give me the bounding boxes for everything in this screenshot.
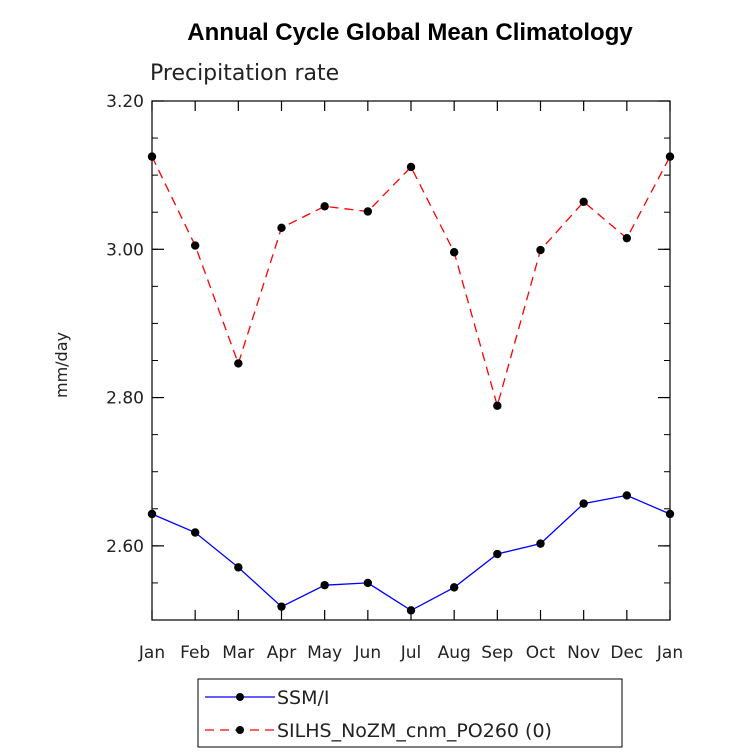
data-point-series-0 xyxy=(579,499,588,508)
data-point-series-0 xyxy=(665,509,675,519)
legend: SSM/I SILHS_NoZM_cnm_PO260 (0) xyxy=(197,678,623,748)
legend-label-ssmi: SSM/I xyxy=(277,687,330,709)
data-point-series-1 xyxy=(449,248,459,257)
legend-box xyxy=(197,678,623,748)
x-tick-label: Nov xyxy=(567,643,600,663)
data-point-series-0 xyxy=(320,580,329,590)
data-point-series-1 xyxy=(493,401,502,410)
legend-marker-ssmi xyxy=(236,693,244,701)
y-tick-label: 2.80 xyxy=(106,389,144,409)
y-tick-label: 3.20 xyxy=(106,92,144,112)
chart-title: Annual Cycle Global Mean Climatology xyxy=(187,19,633,46)
data-point-series-1 xyxy=(363,207,373,216)
data-point-series-0 xyxy=(406,606,416,615)
legend-label-silhs: SILHS_NoZM_cnm_PO260 (0) xyxy=(277,720,552,742)
x-tick-label: Feb xyxy=(180,643,210,663)
chart-subtitle: Precipitation rate xyxy=(150,61,339,86)
data-point-series-0 xyxy=(493,549,502,559)
data-point-series-1 xyxy=(234,359,243,368)
x-tick-label: Oct xyxy=(526,643,556,663)
data-point-series-0 xyxy=(622,491,632,500)
series-layer xyxy=(147,152,675,615)
x-tick-label: Jan xyxy=(656,643,683,663)
series-line-0 xyxy=(151,494,671,612)
data-point-series-0 xyxy=(536,539,545,548)
data-point-series-1 xyxy=(536,245,545,255)
x-tick-label: Jun xyxy=(354,643,382,663)
series-line-1 xyxy=(151,156,671,409)
x-tick-label: Aug xyxy=(438,643,471,663)
data-point-series-1 xyxy=(190,241,200,250)
data-point-series-1 xyxy=(406,162,416,172)
data-point-series-0 xyxy=(277,602,286,611)
data-point-series-1 xyxy=(277,223,286,232)
data-point-series-1 xyxy=(622,233,632,243)
plot-frame xyxy=(151,100,671,621)
x-tick-label: Jan xyxy=(138,643,165,663)
data-point-series-0 xyxy=(190,528,200,537)
y-axis-label: mm/day xyxy=(52,332,71,398)
x-tick-label: Mar xyxy=(222,643,254,663)
y-tick-label: 2.60 xyxy=(106,537,144,557)
x-tick-label: Sep xyxy=(481,643,513,663)
x-tick-label: Apr xyxy=(267,643,296,663)
data-point-series-0 xyxy=(449,583,459,592)
data-point-series-0 xyxy=(363,578,373,588)
x-tick-label: May xyxy=(307,643,342,663)
x-tick-label: Jul xyxy=(400,643,422,663)
data-point-series-0 xyxy=(147,509,157,519)
y-tick-label: 3.00 xyxy=(106,240,144,260)
data-point-series-0 xyxy=(234,563,243,572)
data-point-series-1 xyxy=(147,152,157,161)
data-point-series-1 xyxy=(665,152,675,161)
data-point-series-1 xyxy=(579,197,588,207)
legend-marker-silhs xyxy=(236,726,244,734)
x-tick-label: Dec xyxy=(610,643,643,663)
data-point-series-1 xyxy=(320,202,329,211)
axis-ticks: 2.60 2.80 3.00 3.20 Jan Feb Mar Apr May Jun Jul Aug… xyxy=(106,92,683,663)
